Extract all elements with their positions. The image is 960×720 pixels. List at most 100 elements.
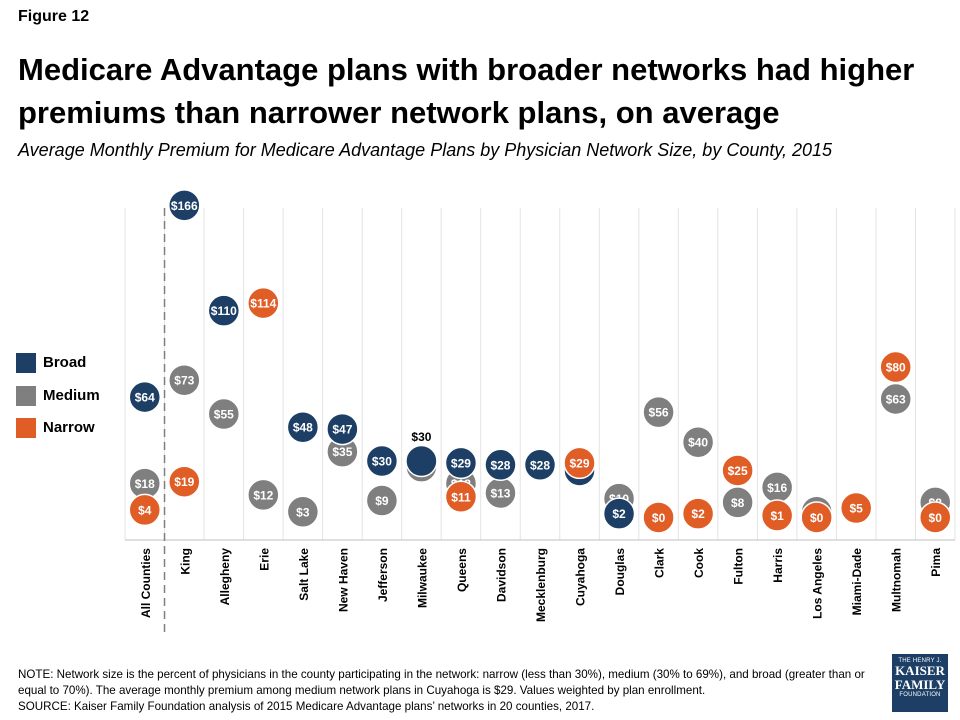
x-tick-label: Pima: [929, 548, 943, 577]
data-point-broad: [405, 444, 438, 478]
data-point-broad: [207, 294, 241, 327]
x-tick-label: Douglas: [613, 548, 627, 596]
footnote: NOTE: Network size is the percent of phy…: [18, 667, 878, 715]
data-label-narrow: $2: [691, 507, 705, 521]
x-tick-label: Los Angeles: [811, 548, 825, 619]
x-tick-label: Multnomah: [890, 548, 904, 612]
data-label-narrow: $80: [886, 361, 906, 375]
logo-bottom-text: FOUNDATION: [899, 692, 941, 698]
data-label-broad: $64: [135, 391, 155, 405]
data-label-medium: $12: [253, 488, 273, 502]
data-label-medium: $73: [174, 374, 194, 388]
data-label-narrow: $1: [770, 509, 784, 523]
data-label-broad: $29: [451, 456, 471, 470]
data-label-medium: $40: [688, 436, 708, 450]
logo-line1: KAISER: [895, 663, 945, 678]
data-point-narrow: [918, 501, 952, 534]
data-point-medium: [247, 478, 280, 512]
data-point-broad: [326, 412, 359, 446]
data-label-broad: $48: [293, 421, 313, 435]
data-point-broad: [365, 444, 399, 478]
data-point-medium: [642, 395, 675, 429]
data-point-narrow: [563, 446, 596, 480]
x-tick-label: Allegheny: [218, 548, 232, 606]
data-label-medium: $9: [375, 494, 389, 508]
x-tick-label: Miami-Dade: [850, 548, 864, 616]
data-label-narrow: $5: [850, 502, 864, 516]
data-label-narrow: $0: [929, 511, 943, 525]
x-tick-label: Cook: [692, 548, 706, 578]
data-point-medium: [286, 495, 320, 529]
data-point-broad: [484, 448, 517, 482]
data-point-broad: [444, 446, 478, 480]
data-point-narrow: [444, 480, 478, 514]
data-point-narrow: [168, 465, 201, 498]
data-point-medium: [365, 484, 399, 517]
data-label-medium: $16: [767, 481, 787, 495]
data-label-narrow: $114: [250, 297, 276, 311]
x-tick-label: Fulton: [732, 548, 746, 585]
data-point-medium: [879, 382, 912, 416]
data-label-broad: $30: [411, 430, 431, 444]
data-point-broad: [128, 380, 162, 414]
data-point-broad: [286, 410, 320, 444]
x-tick-label: Milwaukee: [415, 548, 429, 608]
data-label-medium: $55: [214, 408, 234, 422]
x-tick-label: Cuyahoga: [574, 548, 588, 606]
data-point-narrow: [800, 501, 833, 534]
data-label-broad: $30: [372, 455, 392, 469]
logo-top-text: THE HENRY J.: [898, 658, 942, 664]
data-label-narrow: $25: [728, 464, 748, 478]
data-label-narrow: $29: [570, 456, 590, 470]
legend-label-narrow: Narrow: [43, 419, 95, 436]
legend-swatch-broad: [16, 353, 36, 373]
x-tick-label: Davidson: [494, 548, 508, 602]
data-label-medium: $35: [332, 445, 352, 459]
data-point-narrow: [839, 491, 873, 525]
data-label-broad: $110: [211, 304, 237, 318]
data-label-medium: $63: [886, 393, 906, 407]
data-point-narrow: [642, 501, 675, 534]
logo-line2: FAMILY: [894, 677, 946, 692]
source-text: SOURCE: Kaiser Family Foundation analysi…: [18, 700, 595, 713]
x-tick-label: Salt Lake: [297, 548, 311, 601]
x-tick-label: Queens: [455, 548, 469, 592]
data-label-medium: $18: [135, 477, 155, 491]
x-tick-label: Erie: [257, 548, 271, 571]
data-label-narrow: $4: [138, 503, 152, 517]
data-label-narrow: $0: [810, 511, 824, 525]
x-tick-label: Mecklenburg: [534, 548, 548, 622]
data-point-medium: [207, 397, 241, 431]
legend-label-broad: Broad: [43, 354, 87, 371]
data-point-medium: [681, 425, 715, 459]
data-label-broad: $47: [332, 423, 352, 437]
data-point-narrow: [128, 493, 162, 527]
data-label-narrow: $0: [652, 511, 666, 525]
data-point-narrow: [879, 350, 912, 384]
data-label-medium: $3: [296, 505, 310, 519]
x-tick-label: Clark: [653, 548, 667, 578]
x-tick-label: All Counties: [139, 548, 153, 618]
data-label-broad: $28: [490, 458, 510, 472]
data-label-narrow: $19: [174, 475, 194, 489]
x-tick-label: Jefferson: [376, 548, 390, 602]
chart-subtitle: Average Monthly Premium for Medicare Adv…: [18, 140, 833, 160]
data-label-medium: $13: [490, 487, 510, 501]
chart-title: Medicare Advantage plans with broader ne…: [18, 52, 915, 130]
data-label-narrow: $11: [451, 490, 471, 504]
data-point-broad: [168, 189, 201, 222]
data-point-narrow: [247, 286, 280, 320]
data-label-medium: $56: [649, 406, 669, 420]
x-tick-label: Harris: [771, 548, 785, 583]
legend-swatch-medium: [16, 386, 36, 406]
data-label-broad: $28: [530, 458, 550, 472]
data-point-narrow: [760, 499, 794, 532]
kff-logo: THE HENRY J. KAISER FAMILY FOUNDATION: [892, 654, 948, 712]
legend-swatch-narrow: [16, 418, 36, 438]
data-label-medium: $8: [731, 496, 745, 510]
data-label-broad: $166: [171, 199, 198, 213]
data-point-broad: [602, 497, 636, 530]
data-point-narrow: [721, 454, 754, 487]
note-text: NOTE: Network size is the percent of phy…: [18, 668, 865, 697]
